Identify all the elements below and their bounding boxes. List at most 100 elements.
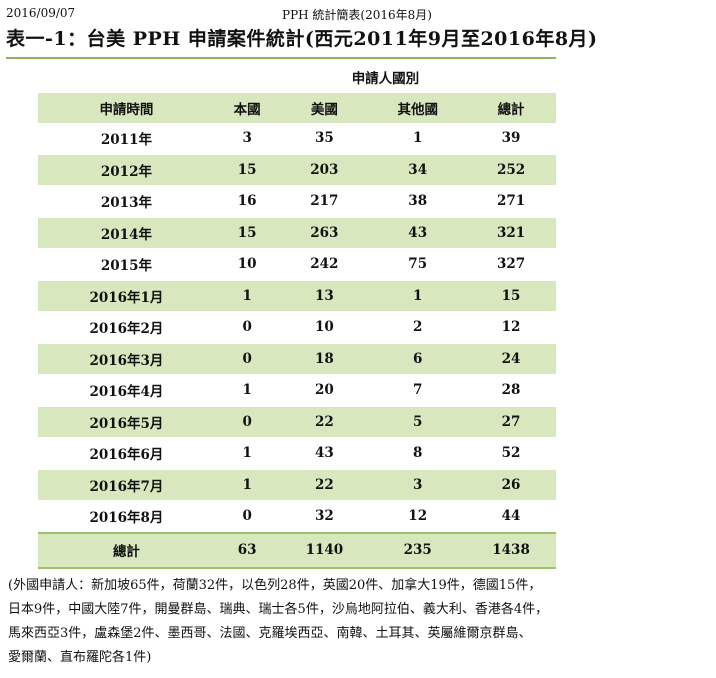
row-value-cell: 0: [214, 343, 280, 375]
row-value-cell: 0: [214, 311, 280, 344]
pph-statistics-table: 申請人國別 申請時間 本國 美國 其他國 總計 2011年 3 35 1 39 2012年…: [38, 62, 556, 569]
note-line: 日本9件，中國大陸7件，開曼群島、瑞典、瑞士各5件，沙烏地阿拉伯、義大利、香港各…: [8, 602, 549, 617]
row-value-cell: 39: [466, 123, 556, 155]
row-value-cell: 35: [279, 123, 370, 155]
table-row: 2014年 15 263 43 321: [38, 217, 556, 249]
group-header-spacer: [38, 62, 215, 93]
row-value-cell: 32: [279, 500, 370, 533]
foreign-applicants-note: (外國申請人：新加坡65件，荷蘭32件，以色列28件，英國20件、加拿大19件，…: [8, 574, 713, 670]
row-value-cell: 15: [214, 217, 280, 249]
column-header-row: 申請時間 本國 美國 其他國 總計: [38, 92, 556, 123]
row-period-cell: 2016年1月: [38, 280, 215, 312]
table-row: 2013年 16 217 38 271: [38, 185, 556, 218]
table-row: 2016年2月 0 10 2 12: [38, 311, 556, 344]
row-value-cell: 1: [214, 280, 280, 312]
total-cell: 1438: [466, 531, 556, 569]
row-period-cell: 2016年2月: [38, 311, 215, 344]
row-value-cell: 15: [466, 280, 556, 312]
row-value-cell: 22: [279, 406, 370, 438]
row-period-cell: 2015年: [38, 248, 215, 281]
row-value-cell: 43: [369, 217, 467, 249]
table-row: 2016年3月 0 18 6 24: [38, 343, 556, 375]
table-body: 2011年 3 35 1 39 2012年 15 203 34 252 2013年 16 217 38 27…: [38, 123, 556, 533]
row-period-cell: 2016年4月: [38, 374, 215, 407]
row-value-cell: 13: [279, 280, 370, 312]
table-row: 2016年7月 1 22 3 26: [38, 469, 556, 501]
row-value-cell: 321: [466, 217, 556, 249]
table-row: 2016年5月 0 22 5 27: [38, 406, 556, 438]
total-cell: 63: [214, 531, 280, 569]
row-value-cell: 38: [369, 185, 467, 218]
row-value-cell: 3: [369, 469, 467, 501]
row-period-cell: 2016年3月: [38, 343, 215, 375]
row-period-cell: 2016年7月: [38, 469, 215, 501]
row-value-cell: 6: [369, 343, 467, 375]
row-value-cell: 10: [214, 248, 280, 281]
table-row: 2011年 3 35 1 39: [38, 123, 556, 155]
row-value-cell: 7: [369, 374, 467, 407]
row-value-cell: 43: [279, 437, 370, 470]
row-period-cell: 2012年: [38, 154, 215, 186]
column-header: 本國: [214, 92, 280, 123]
row-value-cell: 1: [214, 437, 280, 470]
row-period-cell: 2014年: [38, 217, 215, 249]
row-value-cell: 5: [369, 406, 467, 438]
group-header-applicant-country: 申請人國別: [351, 71, 420, 88]
note-line: (外國申請人：新加坡65件，荷蘭32件，以色列28件，英國20件、加拿大19件，…: [8, 578, 542, 593]
column-header: 美國: [279, 92, 370, 123]
row-period-cell: 2011年: [38, 123, 215, 155]
group-header-row: 申請人國別: [38, 62, 556, 93]
row-value-cell: 15: [214, 154, 280, 186]
table-row: 2016年4月 1 20 7 28: [38, 374, 556, 407]
row-period-cell: 2016年8月: [38, 500, 215, 533]
row-value-cell: 2: [369, 311, 467, 344]
row-value-cell: 203: [279, 154, 370, 186]
row-value-cell: 3: [214, 123, 280, 155]
table-row: 2015年 10 242 75 327: [38, 248, 556, 281]
row-value-cell: 271: [466, 185, 556, 218]
total-cell: 235: [369, 531, 467, 569]
row-value-cell: 327: [466, 248, 556, 281]
row-value-cell: 8: [369, 437, 467, 470]
row-value-cell: 34: [369, 154, 467, 186]
row-value-cell: 1: [214, 374, 280, 407]
row-value-cell: 1: [369, 280, 467, 312]
title-underline: [6, 57, 556, 59]
row-period-cell: 2016年6月: [38, 437, 215, 470]
row-period-cell: 2016年5月: [38, 406, 215, 438]
note-line: 馬來西亞3件，盧森堡2件、墨西哥、法國、克羅埃西亞、南韓、土耳其、英屬維爾京群島…: [8, 626, 532, 641]
header-doc-title: PPH 統計簡表(2016年8月): [282, 8, 432, 22]
row-value-cell: 75: [369, 248, 467, 281]
row-value-cell: 12: [466, 311, 556, 344]
total-row: 總計 63 1140 235 1438: [38, 531, 556, 569]
row-value-cell: 18: [279, 343, 370, 375]
table-row: 2016年6月 1 43 8 52: [38, 437, 556, 470]
row-value-cell: 26: [466, 469, 556, 501]
row-value-cell: 24: [466, 343, 556, 375]
row-value-cell: 16: [214, 185, 280, 218]
column-header: 其他國: [369, 92, 467, 123]
row-value-cell: 217: [279, 185, 370, 218]
total-label: 總計: [38, 531, 215, 569]
row-value-cell: 27: [466, 406, 556, 438]
row-value-cell: 263: [279, 217, 370, 249]
row-value-cell: 20: [279, 374, 370, 407]
table-title: 表一-1：台美 PPH 申請案件統計(西元2011年9月至2016年8月): [6, 28, 598, 50]
row-value-cell: 44: [466, 500, 556, 533]
table-row: 2016年8月 0 32 12 44: [38, 500, 556, 533]
note-line: 愛爾蘭、直布羅陀各1件): [8, 650, 152, 665]
row-value-cell: 1: [369, 123, 467, 155]
row-value-cell: 28: [466, 374, 556, 407]
table-row: 2016年1月 1 13 1 15: [38, 280, 556, 312]
row-value-cell: 0: [214, 500, 280, 533]
column-header: 申請時間: [38, 92, 215, 123]
row-value-cell: 242: [279, 248, 370, 281]
row-value-cell: 22: [279, 469, 370, 501]
row-value-cell: 52: [466, 437, 556, 470]
column-header: 總計: [466, 92, 556, 123]
row-period-cell: 2013年: [38, 185, 215, 218]
total-cell: 1140: [279, 531, 370, 569]
row-value-cell: 12: [369, 500, 467, 533]
row-value-cell: 0: [214, 406, 280, 438]
row-value-cell: 252: [466, 154, 556, 186]
